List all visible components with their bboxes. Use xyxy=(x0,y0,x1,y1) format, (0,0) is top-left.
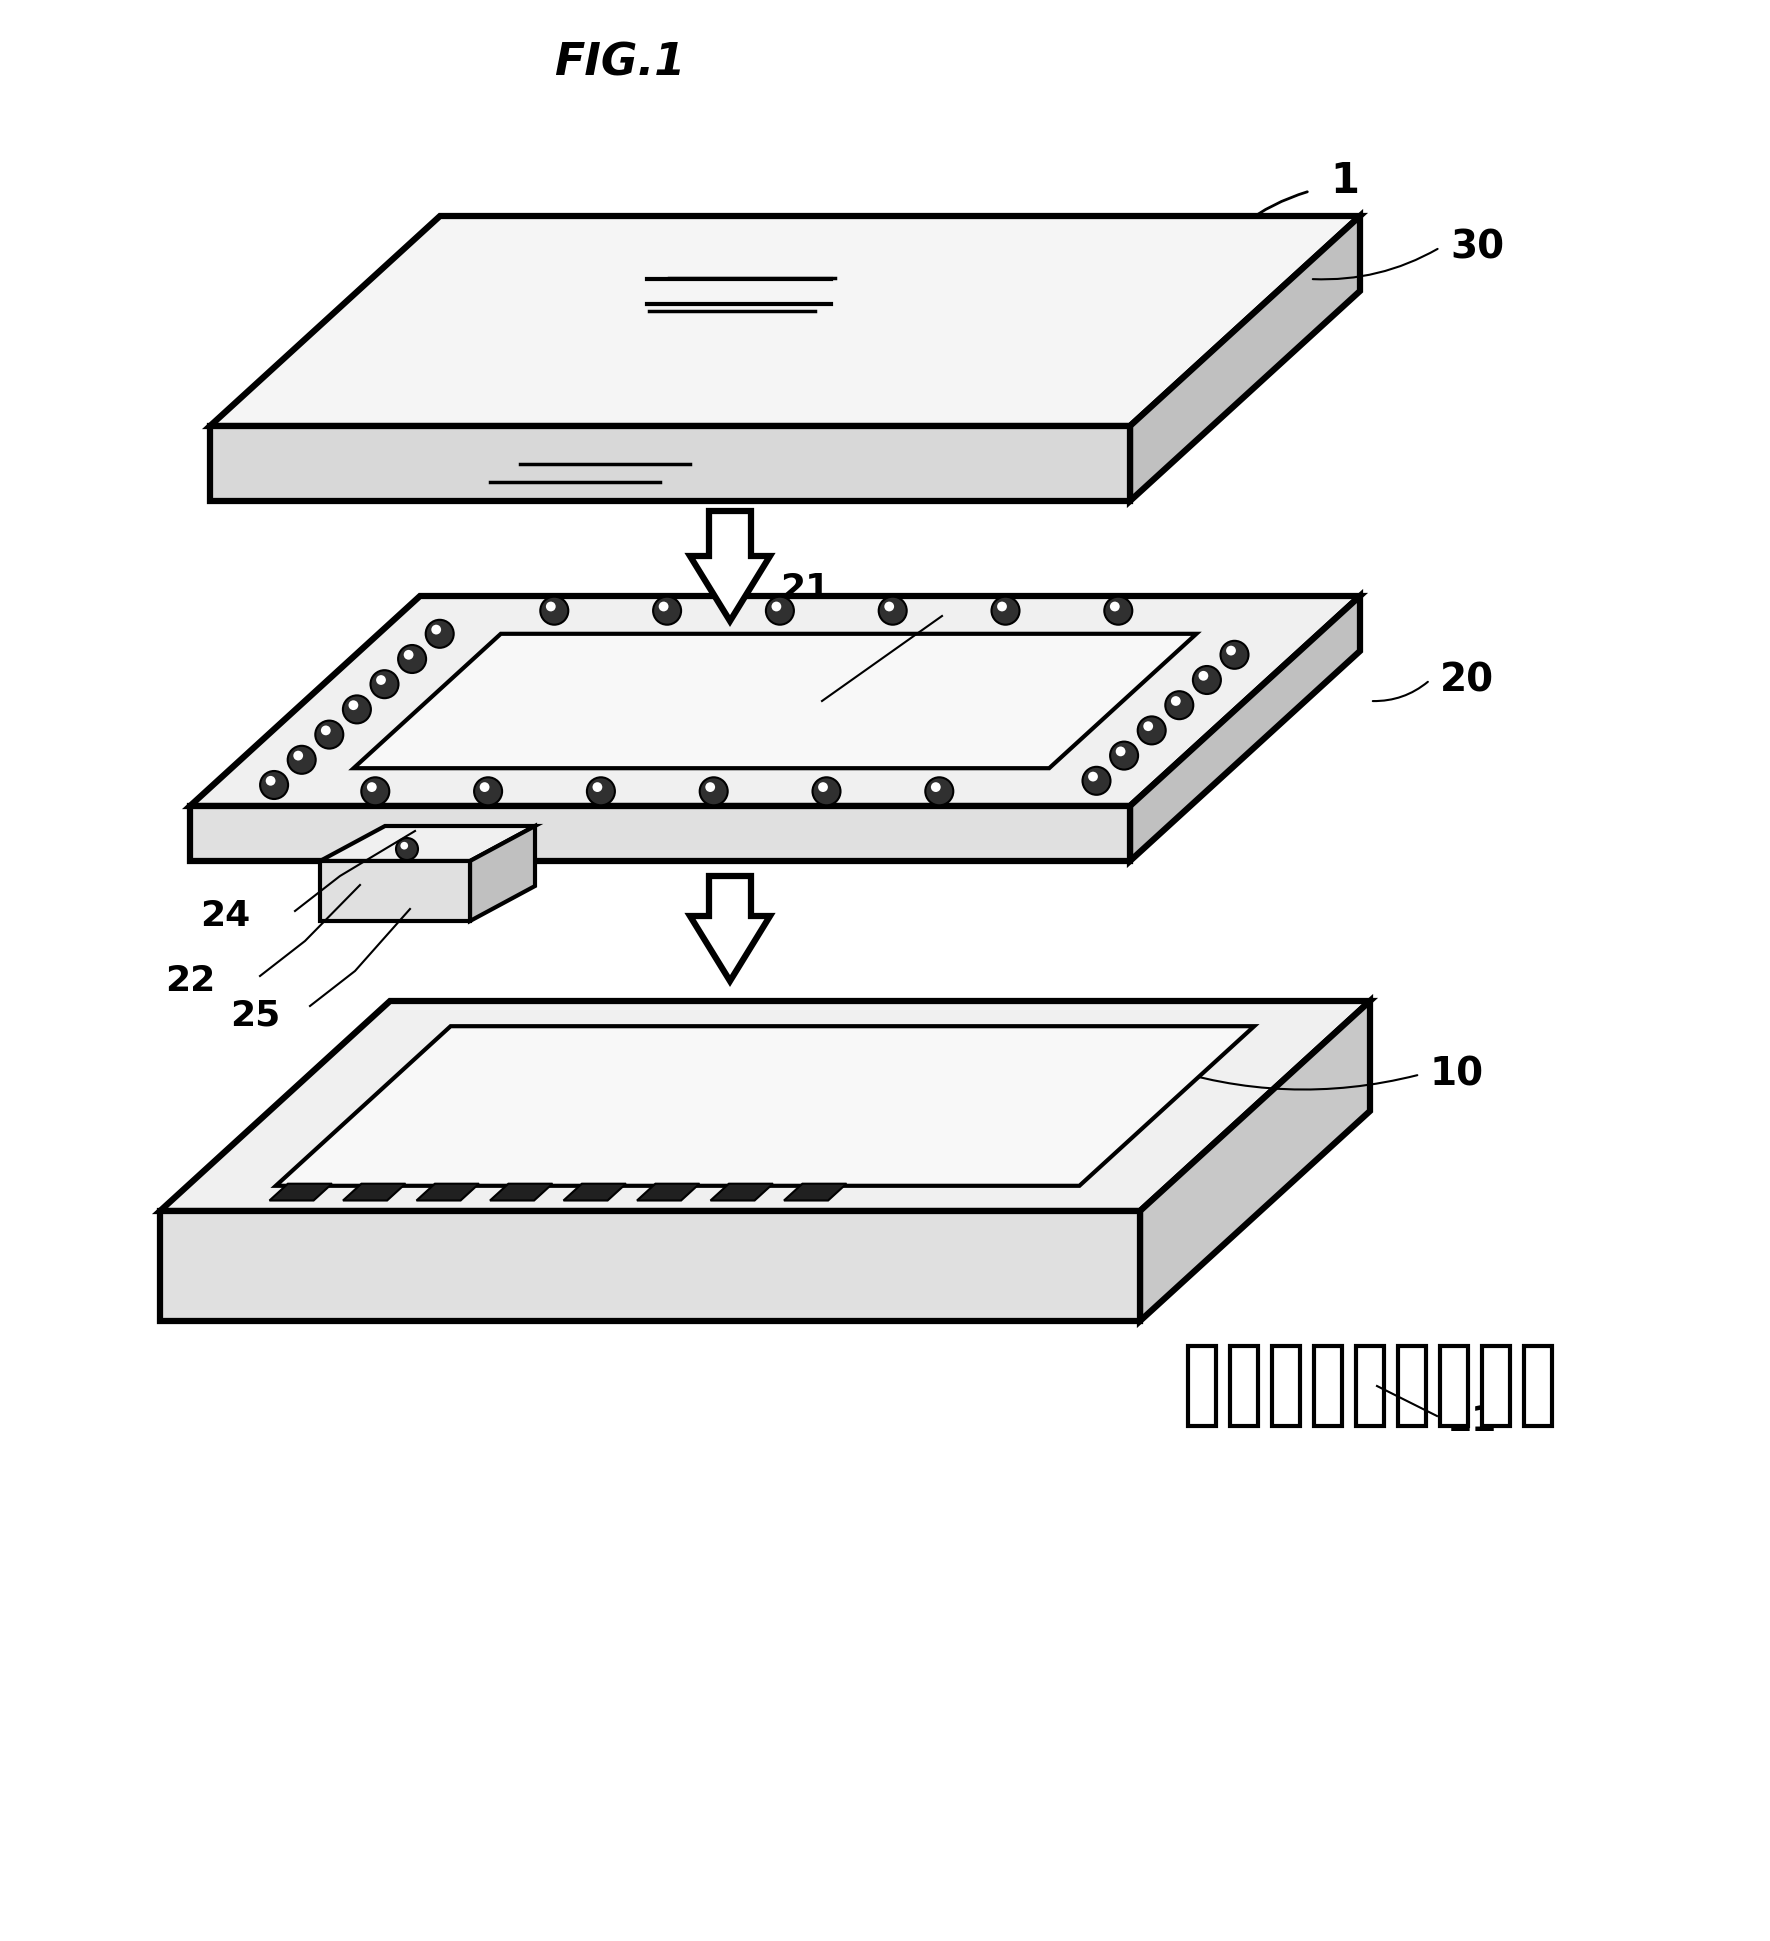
Polygon shape xyxy=(784,1184,846,1200)
Text: 20: 20 xyxy=(1441,662,1494,699)
Text: 22: 22 xyxy=(165,965,214,998)
Circle shape xyxy=(812,776,841,806)
Polygon shape xyxy=(269,1184,333,1200)
Polygon shape xyxy=(471,827,535,920)
Polygon shape xyxy=(211,425,1129,501)
Polygon shape xyxy=(1273,1345,1299,1427)
Circle shape xyxy=(1143,722,1152,732)
Circle shape xyxy=(991,596,1020,625)
Polygon shape xyxy=(159,1002,1370,1211)
Circle shape xyxy=(997,602,1007,611)
Circle shape xyxy=(1138,716,1166,745)
Circle shape xyxy=(766,596,795,625)
Circle shape xyxy=(1198,672,1209,681)
Circle shape xyxy=(1227,646,1235,656)
Polygon shape xyxy=(1140,1002,1370,1322)
Polygon shape xyxy=(211,215,1359,425)
Circle shape xyxy=(1221,641,1248,670)
Circle shape xyxy=(1089,773,1097,782)
Polygon shape xyxy=(320,827,535,862)
Polygon shape xyxy=(159,1211,1140,1322)
Circle shape xyxy=(878,596,906,625)
Circle shape xyxy=(588,776,614,806)
Polygon shape xyxy=(1398,1345,1427,1427)
Polygon shape xyxy=(710,1184,773,1200)
Circle shape xyxy=(398,644,427,674)
Polygon shape xyxy=(1524,1345,1552,1427)
Circle shape xyxy=(545,602,556,611)
Circle shape xyxy=(320,726,331,736)
Circle shape xyxy=(266,776,276,786)
Circle shape xyxy=(772,602,781,611)
Circle shape xyxy=(1083,767,1110,794)
Polygon shape xyxy=(416,1184,480,1200)
Polygon shape xyxy=(1356,1345,1384,1427)
Circle shape xyxy=(699,776,727,806)
Circle shape xyxy=(375,675,386,685)
Circle shape xyxy=(432,625,441,635)
Circle shape xyxy=(1115,747,1126,757)
Circle shape xyxy=(404,650,414,660)
Polygon shape xyxy=(1481,1345,1510,1427)
Text: 25: 25 xyxy=(230,1000,280,1033)
Circle shape xyxy=(1193,666,1221,695)
Circle shape xyxy=(704,782,715,792)
Circle shape xyxy=(818,782,828,792)
Polygon shape xyxy=(354,635,1197,769)
Circle shape xyxy=(474,776,503,806)
Polygon shape xyxy=(1129,596,1359,862)
Circle shape xyxy=(1172,697,1181,707)
Circle shape xyxy=(315,720,343,749)
Circle shape xyxy=(593,782,602,792)
Circle shape xyxy=(366,782,377,792)
Polygon shape xyxy=(1441,1345,1467,1427)
Circle shape xyxy=(926,776,954,806)
Polygon shape xyxy=(1230,1345,1258,1427)
Circle shape xyxy=(540,596,568,625)
Circle shape xyxy=(400,842,409,850)
Polygon shape xyxy=(1129,215,1359,501)
Circle shape xyxy=(289,745,315,774)
Text: 23: 23 xyxy=(947,594,997,629)
Circle shape xyxy=(1110,741,1138,769)
Polygon shape xyxy=(1188,1345,1216,1427)
Circle shape xyxy=(361,776,389,806)
Circle shape xyxy=(931,782,940,792)
Text: 21: 21 xyxy=(781,573,830,606)
Text: FIG.1: FIG.1 xyxy=(554,41,685,85)
Polygon shape xyxy=(343,1184,405,1200)
Polygon shape xyxy=(1313,1345,1342,1427)
Circle shape xyxy=(1165,691,1193,720)
Text: 24: 24 xyxy=(200,899,250,934)
Circle shape xyxy=(658,602,669,611)
Circle shape xyxy=(885,602,894,611)
Circle shape xyxy=(294,751,303,761)
Circle shape xyxy=(396,839,418,860)
Text: 1: 1 xyxy=(1329,159,1359,202)
Polygon shape xyxy=(690,875,770,980)
Text: 30: 30 xyxy=(1450,229,1504,266)
Polygon shape xyxy=(490,1184,552,1200)
Polygon shape xyxy=(637,1184,699,1200)
Circle shape xyxy=(260,771,289,800)
Polygon shape xyxy=(690,510,770,621)
Circle shape xyxy=(349,701,358,710)
Circle shape xyxy=(653,596,681,625)
Polygon shape xyxy=(276,1027,1255,1186)
Text: 10: 10 xyxy=(1430,1056,1483,1093)
Circle shape xyxy=(370,670,398,699)
Polygon shape xyxy=(189,806,1129,862)
Circle shape xyxy=(480,782,490,792)
Circle shape xyxy=(343,695,372,724)
Circle shape xyxy=(1110,602,1120,611)
Polygon shape xyxy=(189,596,1359,806)
Polygon shape xyxy=(563,1184,627,1200)
Text: 11: 11 xyxy=(1448,1403,1497,1438)
Polygon shape xyxy=(320,862,471,920)
Circle shape xyxy=(1104,596,1133,625)
Circle shape xyxy=(427,619,453,648)
